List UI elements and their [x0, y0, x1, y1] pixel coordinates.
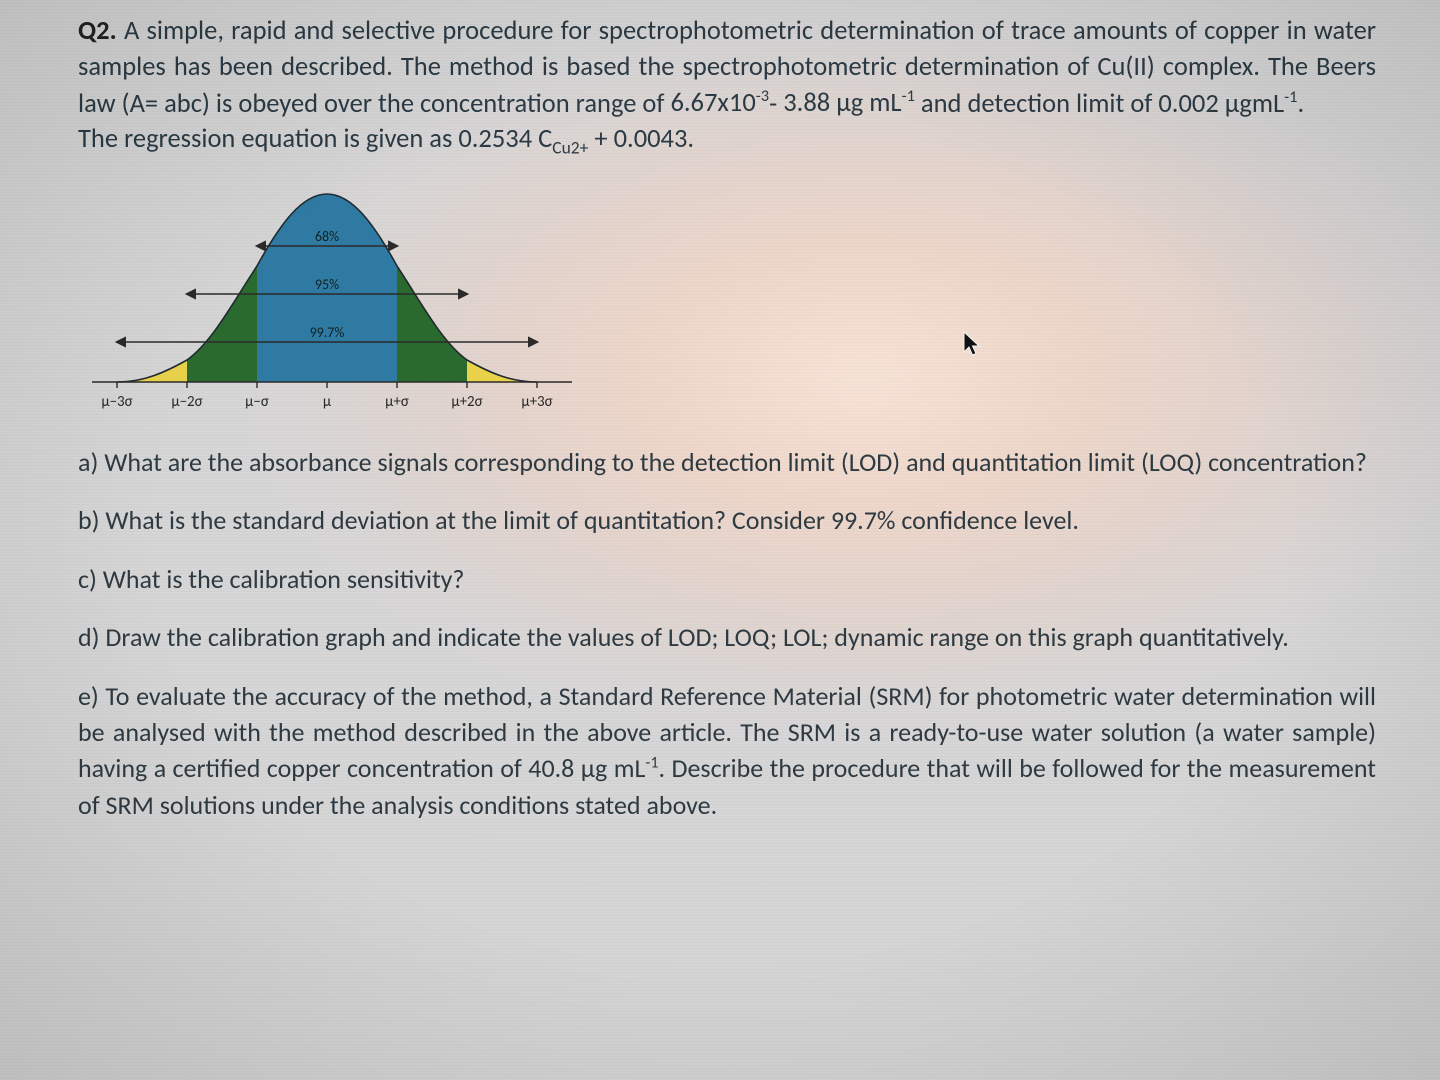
question-header: Q2. A simple, rapid and selective proced… [78, 14, 1376, 160]
normal-distribution-svg: 68% 95% 99.7% µ−3σ µ−2σ µ−σ µ µ+σ [72, 174, 592, 426]
part-c: c) What is the calibration sensitivity? [78, 561, 1376, 597]
unit-exp-1: -1 [902, 87, 915, 107]
tail-right-fill [467, 360, 537, 382]
tail-left-fill [117, 360, 187, 382]
question-page: Q2. A simple, rapid and selective proced… [78, 8, 1376, 823]
band-95-label: 95% [315, 276, 339, 293]
tick-0: µ−3σ [101, 393, 132, 411]
range-lo-exp: -3 [756, 87, 769, 107]
tick-6: µ+3σ [521, 393, 552, 411]
part-d: d) Draw the calibration graph and indica… [78, 619, 1376, 655]
tick-1: µ−2σ [171, 393, 202, 411]
range-lo: 6.67x10 [670, 87, 755, 119]
range-sep: - [769, 87, 783, 119]
unit-exp-2: -1 [1284, 87, 1297, 107]
tick-3: µ [323, 393, 332, 411]
regression-post: + 0.0043. [588, 123, 694, 155]
axis-labels: µ−3σ µ−2σ µ−σ µ µ+σ µ+2σ µ+3σ [101, 393, 552, 411]
regression-sub: Cu2+ [552, 136, 588, 158]
tick-2: µ−σ [245, 393, 269, 411]
band-68-label: 68% [315, 228, 339, 245]
band-997-label: 99.7% [310, 324, 345, 341]
tick-5: µ+2σ [451, 393, 482, 411]
part-e: e) To evaluate the accuracy of the metho… [78, 678, 1376, 824]
range-hi: 3.88 µg mL [783, 87, 901, 119]
part-e-exp: -1 [645, 754, 658, 773]
bell-curve-figure: 68% 95% 99.7% µ−3σ µ−2σ µ−σ µ µ+σ [72, 174, 1376, 426]
axis-ticks [117, 382, 537, 388]
question-label: Q2. [78, 15, 117, 47]
part-a: a) What are the absorbance signals corre… [78, 444, 1376, 480]
regression-pre: The regression equation is given as 0.25… [78, 123, 552, 155]
tick-4: µ+σ [385, 393, 409, 411]
header-end: . [1298, 87, 1305, 119]
header-frag2: and detection limit of 0.002 µgmL [915, 87, 1284, 119]
part-b: b) What is the standard deviation at the… [78, 502, 1376, 538]
